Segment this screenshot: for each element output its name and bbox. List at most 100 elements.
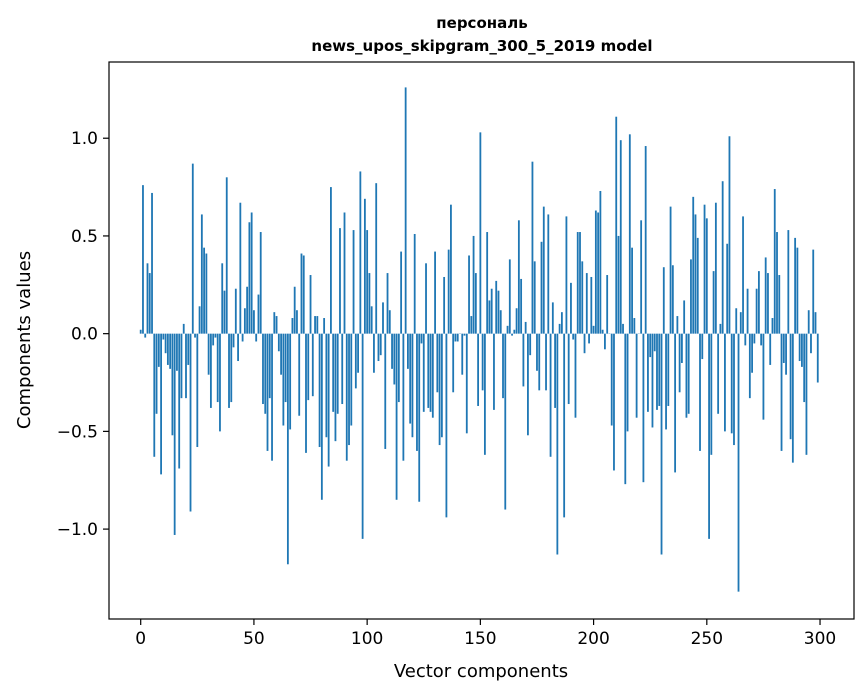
bar-84 <box>330 187 332 334</box>
bar-89 <box>341 333 344 405</box>
bar-6 <box>153 333 156 457</box>
bar-49 <box>250 212 253 334</box>
bar-285 <box>785 333 787 375</box>
bar-87 <box>336 333 339 414</box>
bar-210 <box>615 116 618 334</box>
bar-268 <box>746 288 749 334</box>
x-tick-label: 300 <box>804 629 836 649</box>
bar-50 <box>253 310 255 334</box>
bar-13 <box>169 333 172 369</box>
bar-239 <box>681 333 683 363</box>
x-axis: 0 50 100 150 200 250 300 <box>135 619 836 649</box>
bar-52 <box>257 294 260 334</box>
bar-67 <box>291 318 294 334</box>
bar-198 <box>588 333 590 344</box>
bar-290 <box>796 247 799 334</box>
bar-81 <box>323 318 326 334</box>
bar-116 <box>402 333 405 461</box>
bar-202 <box>597 212 600 334</box>
bar-4 <box>148 273 151 334</box>
bar-177 <box>540 241 543 334</box>
bar-266 <box>742 216 744 334</box>
bar-199 <box>590 276 593 334</box>
bar-152 <box>483 333 486 455</box>
bar-252 <box>710 333 713 455</box>
bar-153 <box>486 232 489 334</box>
bar-201 <box>594 210 597 334</box>
x-tick-label: 50 <box>243 629 265 649</box>
bar-107 <box>382 302 384 334</box>
bar-237 <box>676 316 679 334</box>
bar-85 <box>332 333 335 412</box>
bar-34 <box>216 333 219 403</box>
bar-105 <box>377 333 380 362</box>
bar-221 <box>640 220 643 334</box>
bar-226 <box>651 333 654 428</box>
bar-74 <box>307 333 310 401</box>
bar-215 <box>626 333 629 432</box>
y-tick-label: 0.5 <box>71 227 98 247</box>
bar-231 <box>662 267 665 334</box>
bar-7 <box>155 333 158 414</box>
y-tick-label: −0.5 <box>57 422 98 442</box>
bar-148 <box>474 273 477 334</box>
bar-145 <box>468 255 470 334</box>
bar-79 <box>318 333 321 448</box>
bar-261 <box>730 333 733 434</box>
bar-76 <box>311 333 314 397</box>
bar-56 <box>266 333 269 451</box>
bar-151 <box>481 333 484 391</box>
bar-200 <box>592 325 595 334</box>
bar-68 <box>293 286 296 334</box>
bar-25 <box>196 333 199 448</box>
bar-91 <box>345 333 348 461</box>
bar-245 <box>694 214 697 334</box>
bar-194 <box>579 232 581 334</box>
chart-title-line-1: персональ <box>436 14 527 32</box>
bar-140 <box>456 333 459 342</box>
bar-104 <box>375 183 378 334</box>
bar-256 <box>719 323 722 334</box>
bar-185 <box>558 323 561 334</box>
bar-211 <box>617 235 620 334</box>
bar-246 <box>696 237 699 334</box>
bar-175 <box>536 333 538 371</box>
bar-206 <box>606 275 609 334</box>
bar-33 <box>214 333 217 338</box>
bar-106 <box>379 333 382 356</box>
bar-131 <box>436 333 439 393</box>
bar-289 <box>794 237 797 334</box>
bar-24 <box>194 333 196 338</box>
bar-109 <box>386 273 389 334</box>
bar-88 <box>339 228 341 334</box>
bar-158 <box>497 290 500 334</box>
bar-62 <box>280 333 282 375</box>
bar-130 <box>434 251 436 334</box>
bar-166 <box>515 308 518 334</box>
bar-12 <box>166 333 169 365</box>
bar-9 <box>160 333 162 475</box>
bar-48 <box>248 222 251 334</box>
bar-108 <box>384 333 387 449</box>
bar-171 <box>527 333 529 436</box>
bar-121 <box>413 233 416 334</box>
bar-178 <box>542 206 545 334</box>
bar-223 <box>644 146 647 334</box>
bar-229 <box>658 333 661 406</box>
bar-41 <box>232 333 235 348</box>
bar-183 <box>554 333 556 408</box>
bar-227 <box>653 333 656 352</box>
bar-263 <box>735 308 738 334</box>
bar-60 <box>275 316 278 334</box>
bar-132 <box>438 333 441 446</box>
bar-287 <box>789 333 792 440</box>
bar-172 <box>529 333 532 356</box>
bar-95 <box>354 333 357 389</box>
bar-294 <box>805 333 808 455</box>
bar-242 <box>687 333 690 414</box>
bar-38 <box>225 177 228 334</box>
bar-42 <box>234 288 237 334</box>
bar-14 <box>171 333 174 436</box>
bar-15 <box>173 333 176 535</box>
